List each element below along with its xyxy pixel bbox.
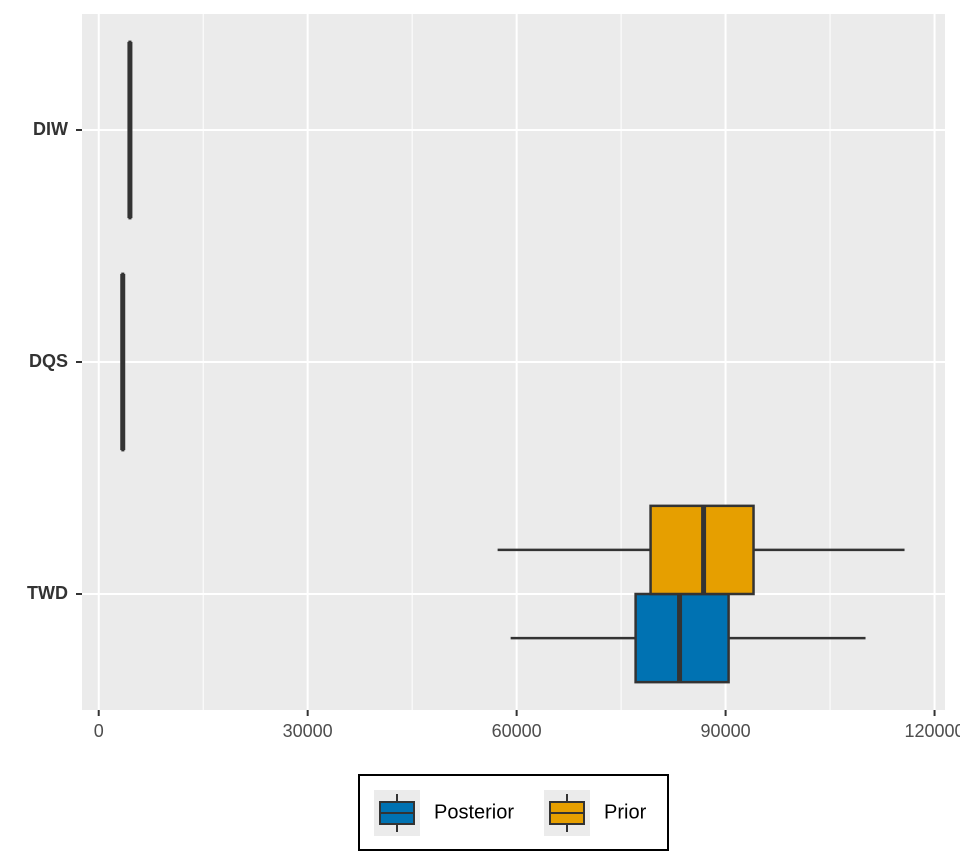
x-tick-label: 30000 <box>283 721 333 741</box>
box <box>634 592 730 684</box>
x-tick-label: 90000 <box>701 721 751 741</box>
legend: Posterior Prior <box>374 790 647 836</box>
y-tick-label: DQS <box>29 351 68 371</box>
x-tick-label: 0 <box>94 721 104 741</box>
x-tick-label: 120000 <box>905 721 960 741</box>
axes: 0 30000 60000 90000 120000 TWD DQS DIW <box>27 119 960 741</box>
grid <box>82 14 945 710</box>
marks <box>120 40 905 684</box>
legend-label: Prior <box>604 801 647 823</box>
y-tick-label: DIW <box>33 119 68 139</box>
x-tick-label: 60000 <box>492 721 542 741</box>
legend-label: Posterior <box>434 801 514 823</box>
y-tick-label: TWD <box>27 583 68 603</box>
